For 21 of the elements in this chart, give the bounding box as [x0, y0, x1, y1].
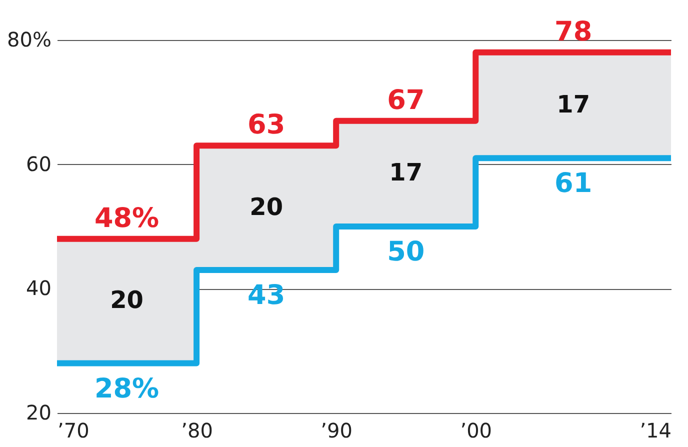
y-tick-label: 60 — [26, 152, 52, 176]
x-tick-label: ’14 — [640, 418, 672, 442]
data-label: 28% — [94, 373, 160, 404]
x-tick-label: ’90 — [320, 418, 352, 442]
x-tick-label: ’70 — [58, 418, 90, 442]
annotation: 20 — [250, 192, 284, 221]
data-label: 78 — [554, 16, 592, 48]
data-label: 43 — [248, 280, 286, 312]
data-label: 61 — [554, 168, 592, 200]
y-tick-label: 20 — [26, 400, 52, 424]
annotation: 20 — [110, 286, 144, 314]
data-label: 67 — [387, 84, 425, 116]
x-tick-label: ’80 — [181, 418, 213, 442]
data-label: 63 — [248, 110, 286, 141]
y-tick-label: 80% — [7, 28, 52, 52]
data-label: 50 — [387, 236, 425, 268]
annotation: 17 — [389, 158, 423, 187]
data-label: 48% — [94, 202, 160, 234]
annotation: 17 — [556, 90, 590, 118]
x-tick-label: ’00 — [460, 418, 492, 442]
y-tick-label: 40 — [26, 276, 52, 300]
